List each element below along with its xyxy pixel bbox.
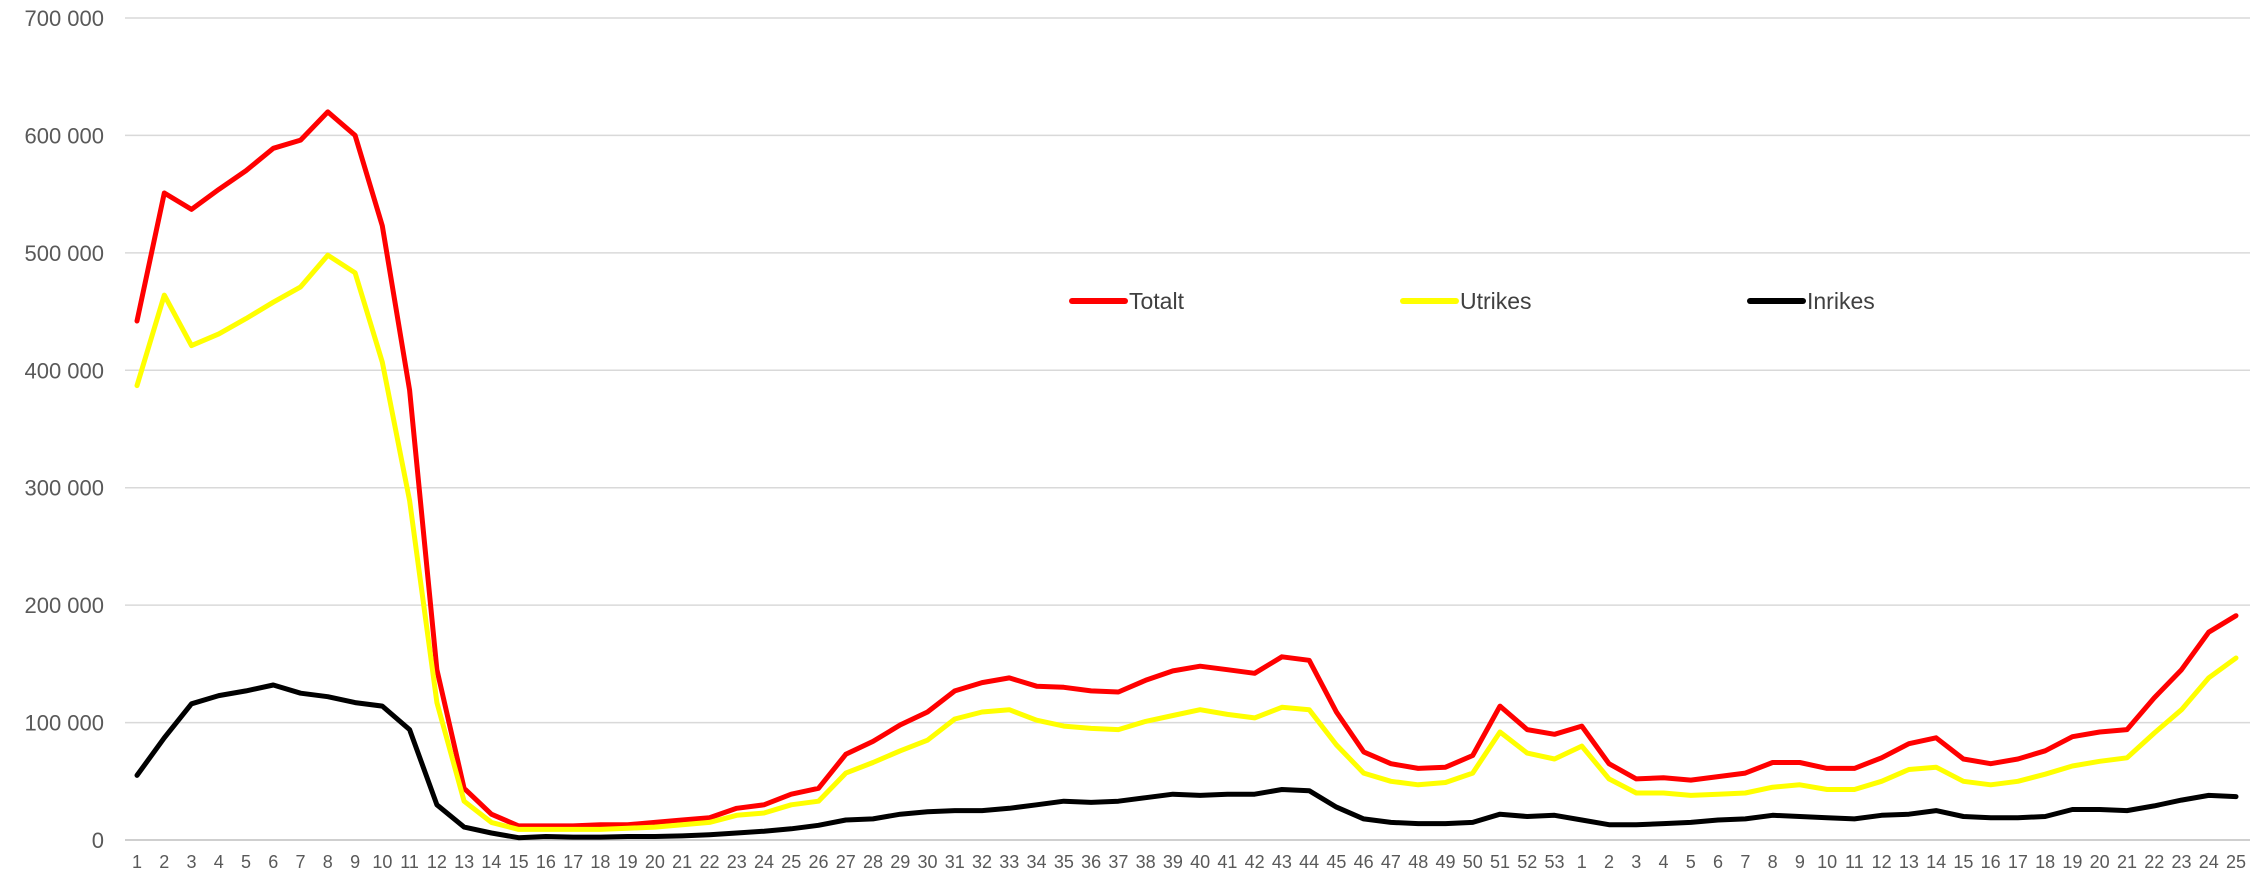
x-tick-label: 14 (481, 852, 501, 871)
x-tick-label: 22 (2144, 852, 2164, 871)
x-tick-label: 19 (2062, 852, 2082, 871)
x-tick-label: 45 (1326, 852, 1346, 871)
x-tick-label: 44 (1299, 852, 1319, 871)
x-tick-label: 8 (323, 852, 333, 871)
x-tick-label: 8 (1768, 852, 1778, 871)
x-tick-label: 17 (2008, 852, 2028, 871)
y-tick-label: 200 000 (24, 593, 104, 618)
series-line-utrikes (134, 252, 2239, 832)
y-axis-tick-labels: 0 100 000 200 000 300 000 400 000 500 000 600 … (24, 6, 104, 853)
x-tick-label: 48 (1408, 852, 1428, 871)
x-tick-label: 21 (2117, 852, 2137, 871)
x-tick-label: 9 (350, 852, 360, 871)
x-tick-label: 1 (132, 852, 142, 871)
legend-label-utrikes: Utrikes (1460, 288, 1532, 314)
x-tick-label: 7 (1740, 852, 1750, 871)
y-tick-label: 400 000 (24, 358, 104, 383)
x-tick-label: 23 (727, 852, 747, 871)
x-tick-label: 4 (214, 852, 224, 871)
x-tick-label: 28 (863, 852, 883, 871)
x-tick-label: 38 (1136, 852, 1156, 871)
x-tick-label: 21 (672, 852, 692, 871)
x-tick-label: 1 (1577, 852, 1587, 871)
x-tick-label: 2 (1604, 852, 1614, 871)
x-tick-label: 5 (1686, 852, 1696, 871)
x-tick-label: 9 (1795, 852, 1805, 871)
legend: Totalt Utrikes Inrikes (1069, 288, 1875, 314)
x-tick-label: 47 (1381, 852, 1401, 871)
x-tick-label: 36 (1081, 852, 1101, 871)
x-tick-label: 12 (427, 852, 447, 871)
x-tick-label: 26 (808, 852, 828, 871)
x-tick-label: 35 (1054, 852, 1074, 871)
x-tick-label: 34 (1027, 852, 1047, 871)
x-tick-label: 13 (454, 852, 474, 871)
legend-label-inrikes: Inrikes (1807, 288, 1875, 314)
x-tick-label: 22 (699, 852, 719, 871)
x-tick-label: 39 (1163, 852, 1183, 871)
x-axis-tick-labels: 1 2 3 4 5 6 7 8 9 10 11 12 13 14 15 16 17 18 19 20 21 22 23 24 2… (132, 852, 2246, 871)
x-tick-label: 15 (1953, 852, 1973, 871)
x-tick-label: 18 (2035, 852, 2055, 871)
x-tick-label: 3 (187, 852, 197, 871)
x-tick-label: 20 (645, 852, 665, 871)
x-tick-label: 24 (2199, 852, 2219, 871)
x-tick-label: 16 (536, 852, 556, 871)
x-tick-label: 51 (1490, 852, 1510, 871)
y-tick-label: 100 000 (24, 711, 104, 736)
x-tick-label: 32 (972, 852, 992, 871)
legend-label-totalt: Totalt (1129, 288, 1185, 314)
x-tick-label: 16 (1981, 852, 2001, 871)
x-tick-label: 11 (1845, 852, 1864, 871)
x-tick-label: 50 (1463, 852, 1483, 871)
x-tick-label: 52 (1517, 852, 1537, 871)
x-tick-label: 12 (1872, 852, 1892, 871)
x-tick-label: 14 (1926, 852, 1946, 871)
y-tick-label: 0 (92, 828, 104, 853)
x-tick-label: 2 (159, 852, 169, 871)
x-tick-label: 31 (945, 852, 965, 871)
x-tick-label: 23 (2171, 852, 2191, 871)
x-tick-label: 33 (999, 852, 1019, 871)
x-tick-label: 10 (1817, 852, 1837, 871)
x-tick-label: 29 (890, 852, 910, 871)
x-tick-label: 20 (2090, 852, 2110, 871)
x-tick-label: 11 (400, 852, 419, 871)
series-line-inrikes (134, 682, 2239, 841)
x-tick-label: 10 (372, 852, 392, 871)
y-tick-label: 600 000 (24, 123, 104, 148)
x-tick-label: 6 (268, 852, 278, 871)
y-tick-label: 700 000 (24, 6, 104, 31)
x-tick-label: 24 (754, 852, 774, 871)
x-tick-label: 18 (590, 852, 610, 871)
gridlines (125, 17, 2250, 841)
x-tick-label: 7 (296, 852, 306, 871)
x-tick-label: 3 (1631, 852, 1641, 871)
x-tick-label: 30 (918, 852, 938, 871)
x-tick-label: 27 (836, 852, 856, 871)
x-tick-label: 49 (1435, 852, 1455, 871)
x-tick-label: 42 (1245, 852, 1265, 871)
x-tick-label: 4 (1659, 852, 1669, 871)
x-tick-label: 25 (781, 852, 801, 871)
x-tick-label: 46 (1354, 852, 1374, 871)
y-tick-label: 500 000 (24, 241, 104, 266)
x-tick-label: 53 (1544, 852, 1564, 871)
x-tick-label: 17 (563, 852, 583, 871)
x-tick-label: 41 (1217, 852, 1237, 871)
series-lines (134, 109, 2239, 841)
series-line-totalt (134, 109, 2239, 829)
x-tick-label: 37 (1108, 852, 1128, 871)
x-tick-label: 25 (2226, 852, 2246, 871)
x-tick-label: 15 (509, 852, 529, 871)
x-tick-label: 6 (1713, 852, 1723, 871)
x-tick-label: 13 (1899, 852, 1919, 871)
x-tick-label: 43 (1272, 852, 1292, 871)
x-tick-label: 5 (241, 852, 251, 871)
x-tick-label: 19 (618, 852, 638, 871)
y-tick-label: 300 000 (24, 476, 104, 501)
x-tick-label: 40 (1190, 852, 1210, 871)
